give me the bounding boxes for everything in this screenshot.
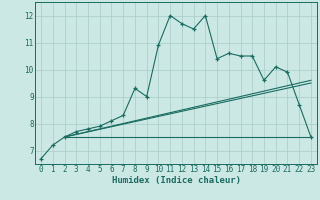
- X-axis label: Humidex (Indice chaleur): Humidex (Indice chaleur): [111, 176, 241, 185]
